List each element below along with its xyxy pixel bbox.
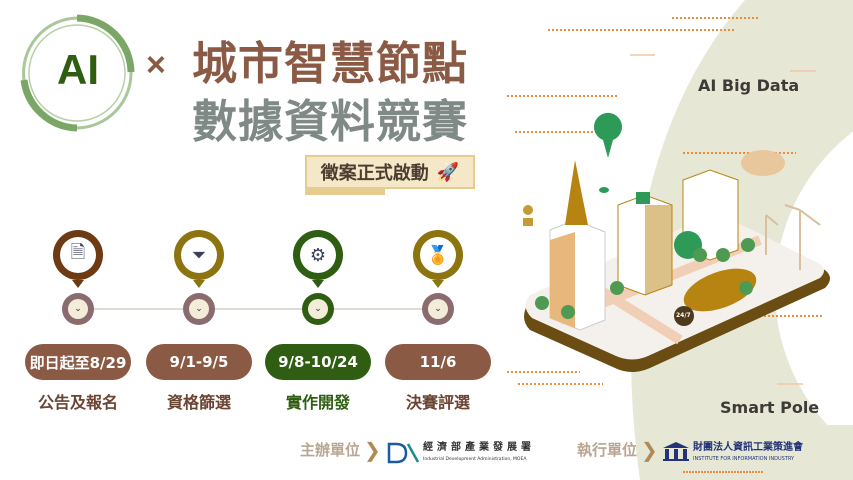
badge-label: 徵案正式啟動 (320, 163, 429, 184)
badge-strip (305, 189, 385, 195)
moea-logo (387, 442, 420, 464)
timeline-pin: 🏅 (413, 230, 463, 288)
timeline-date: 11/6 (385, 344, 491, 380)
title-line-1: 城市智慧節點 (192, 37, 469, 90)
chevron-down-icon: ⌄ (308, 299, 328, 319)
timeline-date: 即日起至8/29 (25, 344, 131, 380)
rocket-icon: 🚀 (436, 161, 460, 183)
timeline-node[interactable]: ⌄ (62, 293, 94, 325)
chevron-right-icon: ❯ (364, 438, 381, 462)
timeline-node[interactable]: ⌄ (422, 293, 454, 325)
chevron-down-icon: ⌄ (189, 299, 209, 319)
organizer-name: 經濟部產業發展署 (423, 442, 535, 453)
organizer-name-en: Industrial Development Administration, M… (423, 457, 527, 462)
chevron-down-icon: ⌄ (428, 299, 448, 319)
document-search-icon: 🗎 (70, 242, 86, 263)
timeline-pin: ⏷ (174, 230, 224, 288)
launch-badge: 徵案正式啟動 🚀 (305, 155, 475, 189)
timeline-label: 決賽評選 (405, 393, 470, 412)
title-line-2: 數據資料競賽 (192, 95, 469, 148)
ai-ring-logo (20, 14, 135, 132)
filter-icon: ⏷ (191, 244, 207, 266)
timeline-pin: 🗎 (53, 230, 103, 288)
label-smart-pole: Smart Pole (720, 398, 820, 417)
timeline-date: 9/8-10/24 (265, 344, 371, 380)
ai-logo-text: AI (57, 46, 99, 93)
medal-icon: 🏅 (426, 244, 450, 266)
timeline-node[interactable]: ⌄ (302, 293, 334, 325)
iii-logo (663, 442, 689, 461)
timeline-line (78, 308, 438, 310)
times-symbol: × (146, 46, 166, 84)
executor-label: 執行單位 (577, 441, 638, 459)
timeline-node[interactable]: ⌄ (183, 293, 215, 325)
label-ai-big-data: AI Big Data (698, 76, 800, 95)
timeline-label: 實作開發 (285, 393, 350, 412)
gear-search-icon: ⚙ (309, 244, 327, 266)
timeline-label: 公告及報名 (37, 393, 118, 412)
badge-24-7: 24/7 (676, 312, 691, 319)
smart-city-illustration (523, 112, 830, 372)
timeline-pin: ⚙ (293, 230, 343, 288)
organizer-label: 主辦單位 (300, 441, 361, 459)
timeline-date: 9/1-9/5 (146, 344, 252, 380)
chevron-down-icon: ⌄ (68, 299, 88, 319)
executor-name: 財團法人資訊工業策進會 (693, 442, 803, 453)
chevron-right-icon: ❯ (641, 438, 658, 462)
executor-name-en: INSTITUTE FOR INFORMATION INDUSTRY (693, 456, 795, 462)
timeline-label: 資格篩選 (166, 393, 231, 412)
